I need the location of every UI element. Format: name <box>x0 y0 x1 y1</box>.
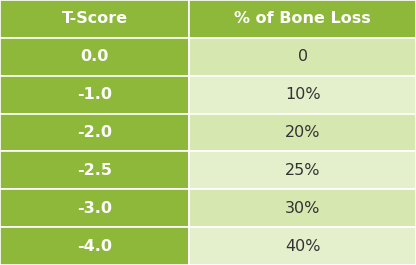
Bar <box>189 76 416 114</box>
Bar <box>0 189 189 227</box>
Text: -2.5: -2.5 <box>77 163 112 178</box>
Text: 30%: 30% <box>285 201 320 216</box>
Text: -1.0: -1.0 <box>77 87 112 102</box>
Bar <box>189 114 416 151</box>
Bar <box>0 227 189 265</box>
Bar <box>189 189 416 227</box>
Text: 20%: 20% <box>285 125 320 140</box>
Bar <box>189 151 416 189</box>
Text: -2.0: -2.0 <box>77 125 112 140</box>
Text: -3.0: -3.0 <box>77 201 112 216</box>
Text: 10%: 10% <box>285 87 320 102</box>
Bar <box>0 114 189 151</box>
Bar <box>189 38 416 76</box>
Text: 25%: 25% <box>285 163 320 178</box>
Bar <box>189 0 416 38</box>
Text: 0: 0 <box>297 49 308 64</box>
Bar <box>0 151 189 189</box>
Text: 0.0: 0.0 <box>80 49 109 64</box>
Bar <box>189 227 416 265</box>
Bar <box>0 76 189 114</box>
Text: 40%: 40% <box>285 238 320 254</box>
Text: % of Bone Loss: % of Bone Loss <box>234 11 371 26</box>
Bar <box>0 0 189 38</box>
Text: -4.0: -4.0 <box>77 238 112 254</box>
Text: T-Score: T-Score <box>62 11 128 26</box>
Bar <box>0 38 189 76</box>
